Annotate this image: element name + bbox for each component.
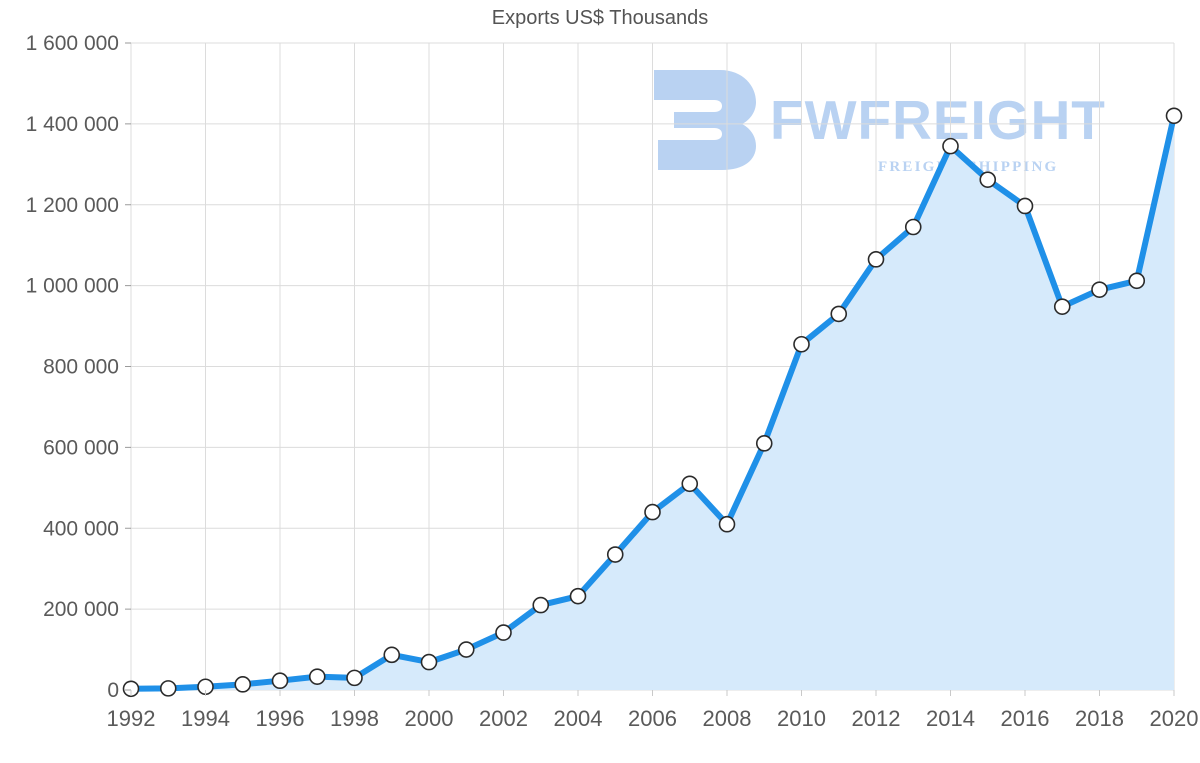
x-axis-tick-label: 2000 [405,706,454,731]
chart-title: Exports US$ Thousands [491,7,709,29]
data-point-marker[interactable] [159,680,177,697]
x-axis-tick-label: 2006 [628,706,677,731]
data-point-markers [122,107,1183,698]
y-axis-tick-label: 400 000 [43,517,119,540]
area-fill [131,115,1174,691]
data-point-marker[interactable] [755,435,773,452]
data-point-marker[interactable] [606,546,624,563]
x-axis-tick-label: 2012 [852,706,901,731]
x-axis-tick-label: 1994 [181,706,230,731]
data-point-marker[interactable] [346,669,363,687]
x-axis-tick-label: 1992 [107,706,156,731]
x-axis-tick-label: 2014 [926,706,975,731]
data-point-marker[interactable] [979,171,997,188]
x-axis-tick-label: 2008 [703,706,752,731]
y-axis-tick-labels: 0 200 000 400 000 600 000 800 000 1 000 000 1 … [26,32,131,702]
data-point-marker[interactable] [830,305,848,323]
y-axis-tick-label: 1 400 000 [26,113,119,136]
x-axis-tick-label: 2002 [479,706,528,731]
data-point-marker[interactable] [1091,281,1108,298]
data-point-marker[interactable] [532,596,550,614]
data-point-marker[interactable] [457,641,475,658]
data-point-marker[interactable] [420,653,438,671]
data-point-marker[interactable] [793,335,810,353]
y-axis-tick-label: 600 000 [43,436,119,459]
data-point-marker[interactable] [904,218,922,236]
data-point-marker[interactable] [681,475,699,493]
data-point-marker[interactable] [234,676,252,693]
y-axis-tick-label: 1 600 000 [26,32,119,55]
x-axis-tick-label: 2004 [554,706,603,731]
y-axis-tick-label: 1 000 000 [26,275,119,298]
y-axis-tick-label: 800 000 [43,356,119,379]
area-fill-path [131,115,1174,691]
data-point-marker[interactable] [1053,298,1071,315]
data-point-marker[interactable] [383,646,401,664]
x-axis-tick-label: 2016 [1001,706,1050,731]
data-point-marker[interactable] [1165,107,1183,125]
data-point-marker[interactable] [1128,272,1146,290]
x-axis-tick-label: 2020 [1150,706,1199,731]
y-axis-tick-label: 0 [107,679,119,702]
x-axis-tick-label: 1996 [256,706,305,731]
data-point-marker[interactable] [1016,197,1034,215]
data-point-marker[interactable] [644,503,661,521]
data-point-marker[interactable] [867,251,885,268]
x-axis-tick-label: 2018 [1075,706,1124,731]
x-axis-tick-label: 1998 [330,706,379,731]
data-point-marker[interactable] [718,515,736,533]
data-point-marker[interactable] [122,680,140,698]
x-axis-tick-labels: 1992 1994 1996 1998 2000 2002 2004 2006 2008 2010… [107,690,1199,731]
data-point-marker[interactable] [495,624,512,641]
y-axis-tick-label: 200 000 [43,598,119,621]
data-point-marker[interactable] [569,587,587,605]
data-point-marker[interactable] [271,672,289,690]
x-axis-tick-label: 2010 [777,706,826,731]
data-point-marker[interactable] [942,137,959,155]
data-point-marker[interactable] [308,668,326,685]
y-axis-tick-label: 1 200 000 [26,194,119,217]
